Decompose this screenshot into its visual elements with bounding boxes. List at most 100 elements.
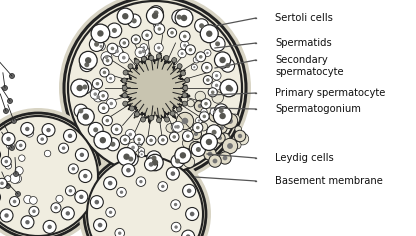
Circle shape	[138, 46, 149, 57]
Circle shape	[181, 52, 183, 55]
Circle shape	[183, 44, 186, 47]
Circle shape	[122, 85, 127, 90]
Circle shape	[178, 49, 186, 58]
Circle shape	[233, 141, 241, 149]
Circle shape	[5, 162, 12, 169]
Circle shape	[198, 119, 200, 122]
Circle shape	[161, 185, 164, 188]
Circle shape	[87, 156, 203, 236]
Circle shape	[218, 136, 222, 140]
Circle shape	[201, 99, 211, 109]
Circle shape	[195, 19, 208, 33]
Circle shape	[209, 110, 221, 122]
Circle shape	[191, 64, 197, 70]
Circle shape	[190, 212, 194, 216]
Circle shape	[61, 207, 74, 220]
Circle shape	[176, 112, 194, 130]
Circle shape	[10, 197, 20, 206]
Circle shape	[100, 68, 109, 77]
Circle shape	[158, 135, 168, 145]
Circle shape	[106, 74, 115, 83]
Circle shape	[215, 133, 225, 143]
Circle shape	[0, 108, 106, 236]
Circle shape	[5, 176, 11, 182]
Circle shape	[64, 129, 77, 142]
Circle shape	[51, 203, 61, 213]
Circle shape	[191, 143, 206, 156]
Circle shape	[171, 171, 175, 176]
Circle shape	[213, 110, 215, 113]
Circle shape	[137, 138, 141, 141]
Circle shape	[166, 124, 175, 132]
Circle shape	[222, 113, 238, 129]
Circle shape	[37, 134, 47, 144]
Text: Primary spermatocyte: Primary spermatocyte	[275, 88, 385, 98]
Circle shape	[149, 6, 163, 20]
Circle shape	[94, 200, 99, 204]
Circle shape	[13, 172, 18, 177]
Circle shape	[5, 159, 10, 164]
Circle shape	[215, 41, 220, 46]
Circle shape	[149, 139, 153, 142]
Circle shape	[199, 112, 209, 121]
Circle shape	[154, 21, 162, 29]
Circle shape	[213, 107, 232, 125]
Circle shape	[200, 116, 207, 122]
Circle shape	[186, 45, 196, 55]
Circle shape	[80, 58, 94, 72]
Circle shape	[138, 148, 145, 154]
Circle shape	[93, 127, 98, 132]
Circle shape	[172, 10, 186, 24]
Circle shape	[59, 143, 69, 153]
Circle shape	[173, 121, 183, 132]
Circle shape	[194, 100, 206, 112]
Polygon shape	[120, 52, 190, 124]
Circle shape	[103, 71, 106, 74]
Circle shape	[123, 153, 130, 160]
Circle shape	[117, 8, 134, 24]
Circle shape	[203, 110, 205, 113]
Circle shape	[206, 139, 212, 145]
Circle shape	[102, 94, 105, 98]
Circle shape	[99, 137, 106, 143]
Circle shape	[142, 30, 152, 40]
Circle shape	[193, 56, 200, 63]
Circle shape	[210, 36, 225, 51]
Circle shape	[181, 41, 189, 50]
Circle shape	[196, 52, 206, 62]
Circle shape	[109, 77, 112, 80]
Circle shape	[212, 80, 221, 90]
Circle shape	[30, 197, 37, 204]
Circle shape	[131, 146, 135, 149]
Circle shape	[122, 41, 126, 45]
Circle shape	[89, 37, 104, 51]
Circle shape	[140, 44, 148, 51]
Circle shape	[211, 90, 215, 94]
Circle shape	[94, 131, 111, 149]
Circle shape	[83, 114, 89, 120]
Circle shape	[127, 14, 141, 28]
Circle shape	[172, 135, 176, 139]
Circle shape	[157, 46, 160, 49]
Circle shape	[4, 213, 9, 218]
Circle shape	[208, 152, 213, 156]
Circle shape	[69, 189, 72, 193]
Circle shape	[223, 156, 227, 160]
Circle shape	[0, 116, 98, 236]
Circle shape	[123, 70, 128, 75]
Circle shape	[79, 148, 211, 236]
Circle shape	[99, 45, 102, 48]
Circle shape	[139, 151, 145, 157]
Circle shape	[179, 31, 190, 42]
Circle shape	[183, 35, 186, 38]
Circle shape	[152, 159, 158, 166]
Circle shape	[205, 138, 211, 144]
Circle shape	[120, 38, 129, 48]
Circle shape	[195, 91, 206, 102]
Circle shape	[94, 42, 99, 47]
Circle shape	[125, 129, 135, 139]
Circle shape	[106, 138, 119, 151]
Circle shape	[80, 153, 84, 157]
Circle shape	[82, 84, 87, 89]
Circle shape	[196, 147, 201, 152]
